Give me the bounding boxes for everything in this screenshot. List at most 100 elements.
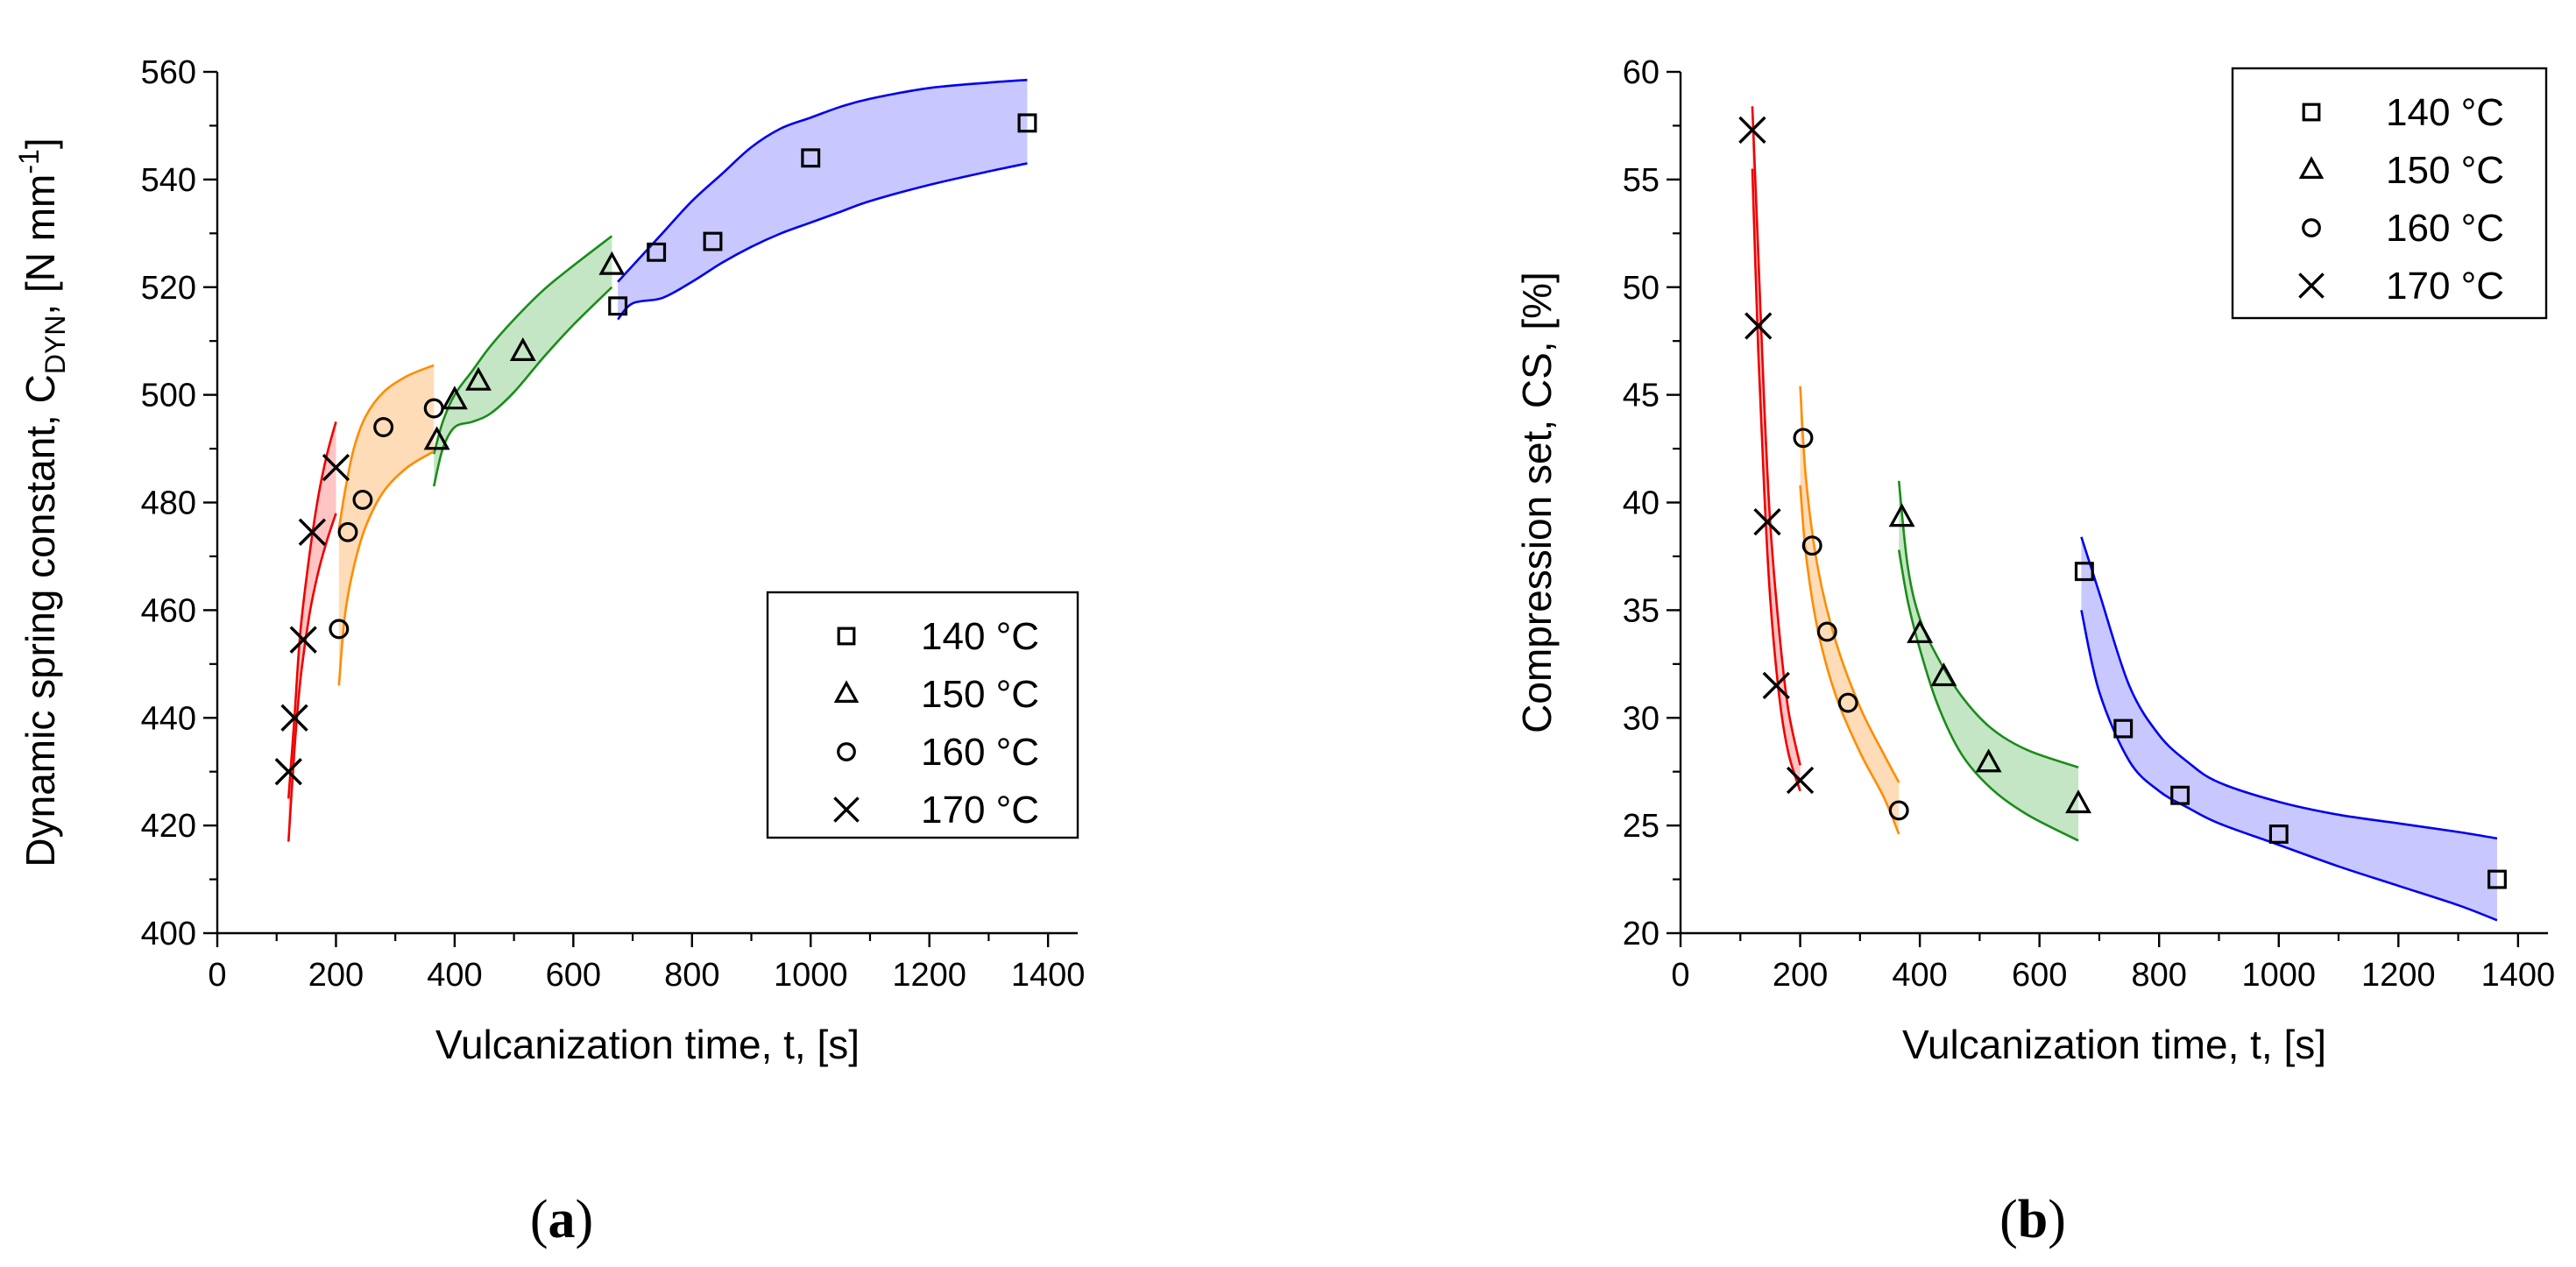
- data-point-150c: [423, 426, 450, 450]
- band-series-150c: [1897, 480, 2079, 842]
- y-tick-label: 540: [141, 162, 196, 199]
- y-tick-label: 400: [141, 916, 196, 952]
- x-tick-label: 1400: [1011, 957, 1086, 994]
- y-axis-label-part: DYN: [39, 315, 71, 375]
- data-point-170c-stroke-2: [298, 518, 327, 546]
- data-point-160c: [1801, 535, 1822, 556]
- data-point-170c-stroke-2: [280, 704, 308, 732]
- data-point-160c: [1888, 800, 1909, 821]
- band-series-160c: [337, 364, 435, 686]
- panel-label: (b): [1999, 1190, 2066, 1249]
- chart-panel-b: 0 200 400 600 800 1000 1200 1400 20 25 30 35 40 45 50 5…: [1514, 54, 2555, 1249]
- data-point-140c: [647, 242, 667, 262]
- band-lower-line-series-140c: [2080, 610, 2498, 922]
- legend-label-140c: 140 °C: [2386, 91, 2504, 134]
- y-tick-label: 20: [1623, 916, 1660, 952]
- legend-label-170c: 170 °C: [2386, 265, 2504, 308]
- legend-marker-170c: [2298, 273, 2325, 299]
- legend: 140 °C 150 °C 160 °C 170 °C: [766, 591, 1079, 839]
- band-series-170c: [1751, 106, 1801, 792]
- panel-label-part: (: [1999, 1190, 2018, 1249]
- data-point-160c: [329, 619, 350, 640]
- data-point-170c: [298, 518, 327, 546]
- data-point-140c: [2488, 869, 2507, 889]
- x-tick-label: 1200: [2361, 957, 2436, 994]
- y-tick-label: 480: [141, 485, 196, 522]
- data-point-140c: [703, 231, 723, 251]
- y-axis-label: Compression set, CS, [%]: [1514, 272, 1560, 733]
- data-point-150c: [1907, 619, 1934, 643]
- data-point-170c-stroke-2: [274, 758, 302, 786]
- band-fill-series-160c: [1800, 386, 1900, 834]
- band-series-150c: [432, 235, 613, 487]
- y-axis-label-part: Compression set, CS, [%]: [1514, 272, 1560, 733]
- band-fill-series-140c: [2081, 536, 2497, 921]
- band-fill-series-160c: [338, 365, 435, 686]
- x-tick-label: 600: [2012, 957, 2067, 994]
- data-point-170c: [289, 626, 317, 654]
- legend-marker-160c: [2302, 218, 2321, 237]
- data-point-170c: [322, 453, 350, 482]
- data-point-150c: [465, 366, 492, 391]
- x-tick-label: 1000: [2241, 957, 2316, 994]
- data-point-160c: [352, 489, 373, 510]
- x-tick-label: 800: [2132, 957, 2187, 994]
- x-tick-label: 1400: [2481, 957, 2556, 994]
- data-point-140c: [801, 148, 821, 168]
- legend-marker-170c-stroke-2: [2298, 273, 2325, 299]
- y-tick-label: 25: [1623, 808, 1660, 845]
- band-upper-line-series-160c: [337, 364, 435, 530]
- data-point-140c: [608, 296, 628, 316]
- x-tick-label: 1200: [892, 957, 966, 994]
- panel-label-part: a: [548, 1190, 576, 1249]
- band-fill-series-170c: [1752, 106, 1801, 791]
- markers-series-160c: [329, 398, 444, 640]
- panel-label-part: b: [2018, 1190, 2048, 1249]
- data-point-150c: [1888, 503, 1915, 527]
- band-fill-series-140c: [618, 80, 1028, 320]
- legend-label-150c: 150 °C: [2386, 149, 2504, 192]
- band-lower-line-series-160c: [1799, 485, 1900, 835]
- y-axis-label: Dynamic spring constant, CDYN, [N mm-1]: [13, 138, 71, 867]
- data-point-160c: [1793, 428, 1814, 449]
- data-point-140c: [2268, 825, 2289, 844]
- legend-marker-170c: [833, 796, 860, 823]
- y-tick-label: 60: [1623, 54, 1660, 91]
- y-axis-label-part: ]: [18, 138, 63, 149]
- data-point-150c: [441, 386, 468, 410]
- data-point-150c: [1975, 748, 2002, 773]
- band-lower-line-series-160c: [337, 450, 435, 686]
- y-tick-label: 50: [1623, 270, 1660, 307]
- y-tick-label: 55: [1623, 162, 1660, 199]
- legend-label-140c: 140 °C: [921, 615, 1039, 658]
- data-point-170c: [1786, 766, 1815, 795]
- data-point-150c: [509, 336, 536, 361]
- y-tick-label: 560: [141, 54, 196, 91]
- panel-label-part: ): [2048, 1190, 2066, 1249]
- data-point-170c-stroke-2: [1744, 312, 1773, 340]
- band-series-160c: [1799, 386, 1900, 835]
- x-axis-label: Vulcanization time, t, [s]: [1902, 1022, 2326, 1067]
- y-axis-label-part: Dynamic spring constant, C: [18, 374, 63, 867]
- band-upper-line-series-140c: [617, 78, 1028, 283]
- data-point-170c: [280, 704, 308, 732]
- band-lower-line-series-150c: [432, 286, 613, 487]
- data-point-140c: [1017, 113, 1037, 133]
- band-series-140c: [617, 78, 1028, 321]
- y-tick-label: 440: [141, 700, 196, 737]
- band-lower-line-series-170c: [287, 513, 337, 842]
- data-point-160c: [373, 417, 394, 437]
- band-upper-line-series-140c: [2080, 536, 2498, 840]
- y-tick-label: 30: [1623, 700, 1660, 737]
- data-point-140c: [2170, 785, 2190, 805]
- data-point-170c-stroke-2: [289, 626, 317, 654]
- markers-series-140c: [608, 113, 1037, 316]
- legend-label-170c: 170 °C: [921, 789, 1039, 832]
- x-tick-label: 200: [1773, 957, 1828, 994]
- data-point-140c: [2074, 562, 2094, 582]
- band-lower-line-series-140c: [617, 162, 1028, 321]
- markers-series-150c: [423, 251, 626, 450]
- legend-marker-150c: [833, 680, 860, 704]
- legend-marker-140c: [2302, 103, 2321, 122]
